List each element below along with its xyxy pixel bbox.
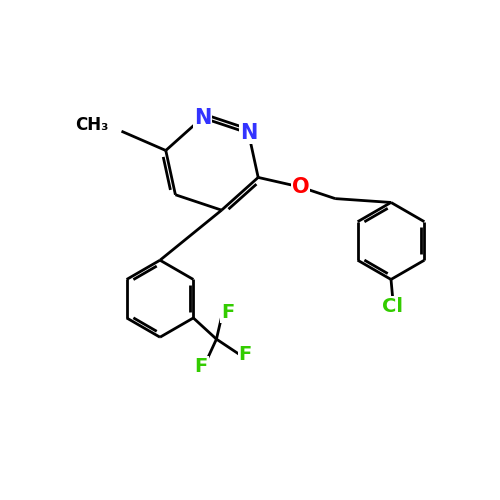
Text: O: O [292, 177, 310, 197]
Text: N: N [240, 123, 257, 143]
Text: F: F [194, 356, 207, 376]
Text: CH₃: CH₃ [74, 116, 108, 134]
Text: F: F [222, 302, 234, 322]
Text: N: N [194, 108, 211, 128]
Text: Cl: Cl [382, 297, 404, 316]
Text: F: F [238, 345, 252, 364]
